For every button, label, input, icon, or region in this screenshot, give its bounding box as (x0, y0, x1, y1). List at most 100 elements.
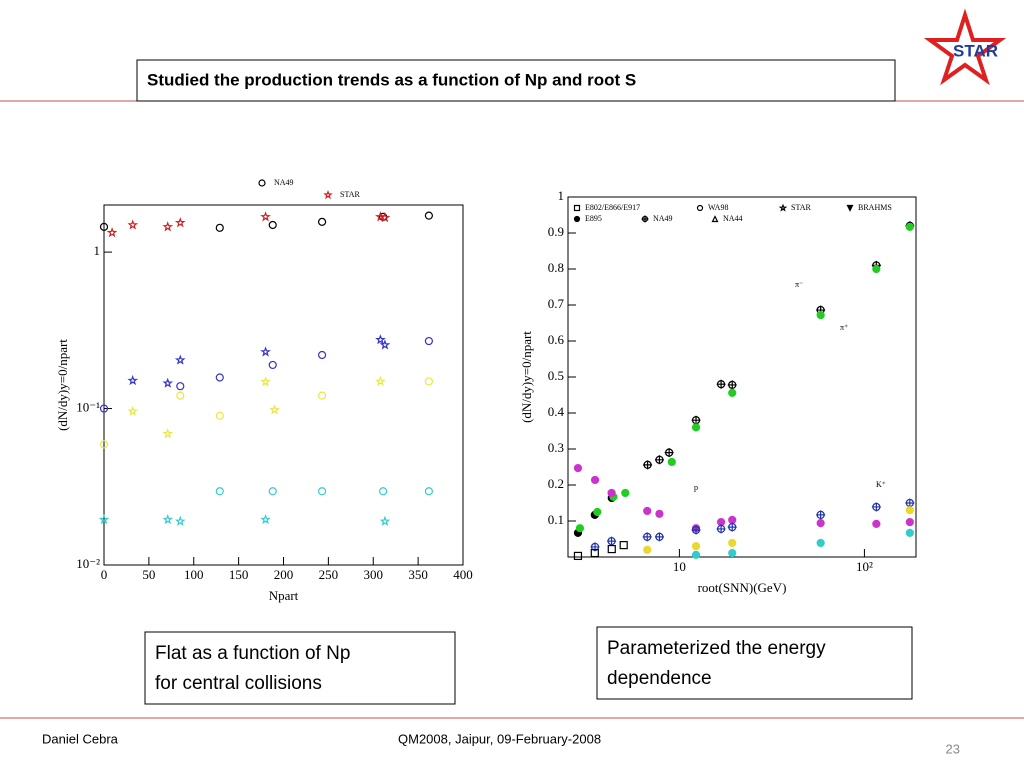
marker (573, 204, 581, 212)
marker (655, 509, 664, 518)
marker (127, 219, 139, 230)
note-box (144, 631, 456, 705)
marker (162, 377, 174, 388)
marker (176, 382, 185, 391)
marker (816, 538, 825, 548)
marker (174, 354, 186, 365)
y-tick-label: 0.1 (548, 512, 564, 527)
marker (905, 528, 914, 537)
marker (424, 377, 433, 386)
marker (778, 203, 788, 212)
x-axis-label: root(SNN)(GeV) (698, 580, 787, 595)
marker (905, 517, 914, 527)
footer-author: Daniel Cebra (42, 731, 119, 746)
marker (258, 179, 266, 187)
marker (905, 222, 914, 231)
marker (716, 379, 726, 389)
y-axis-label: (dN/dy)y=0/npart (55, 339, 70, 431)
marker (846, 204, 854, 212)
marker (268, 487, 277, 496)
marker (424, 487, 433, 496)
marker (619, 541, 628, 550)
legend-label: NA49 (274, 178, 294, 187)
annotation: π⁻ (795, 280, 803, 289)
marker (268, 360, 277, 370)
marker (269, 404, 280, 415)
legend-label: E895 (585, 214, 602, 223)
marker (176, 391, 185, 400)
y-tick-label: 0.3 (548, 440, 564, 455)
marker (643, 460, 653, 470)
marker (260, 514, 271, 525)
marker (106, 227, 118, 238)
marker (260, 211, 271, 222)
x-tick-label: 0 (101, 567, 108, 582)
annotation: p (694, 483, 698, 492)
marker (379, 339, 391, 350)
legend-label: STAR (340, 190, 360, 199)
marker (162, 221, 174, 232)
marker (174, 217, 186, 228)
marker (573, 215, 581, 223)
marker (590, 475, 600, 485)
annotation: π⁺ (840, 323, 848, 332)
note-text: Parameterized the energy dependence (607, 638, 826, 689)
marker (98, 514, 110, 525)
legend-label: STAR (791, 203, 811, 212)
marker (268, 220, 277, 230)
marker (379, 515, 391, 526)
marker (573, 551, 583, 561)
marker (99, 222, 109, 231)
marker (728, 515, 737, 525)
marker (691, 525, 701, 535)
x-tick-label: 250 (319, 567, 339, 582)
logo-star (923, 8, 1007, 86)
marker (590, 548, 599, 558)
y-tick-label: 0.9 (548, 224, 564, 239)
marker (127, 374, 139, 386)
marker (162, 428, 174, 439)
marker (727, 380, 737, 390)
marker (215, 411, 224, 420)
x-axis-label: Npart (269, 588, 299, 603)
marker (424, 336, 433, 346)
marker (654, 455, 664, 465)
marker (871, 502, 881, 512)
marker (654, 532, 664, 542)
marker (607, 544, 616, 554)
marker (691, 423, 701, 432)
marker (379, 211, 391, 223)
y-tick-label: 0.7 (548, 296, 565, 311)
y-tick-label: 0.4 (548, 404, 565, 419)
marker (260, 346, 271, 357)
y-tick-label: 1 (558, 188, 565, 203)
marker (215, 223, 224, 232)
marker (728, 548, 737, 558)
marker (667, 457, 676, 467)
marker (691, 550, 701, 559)
y-tick-label: 1 (94, 243, 101, 258)
marker (375, 334, 386, 345)
marker (728, 388, 737, 397)
marker (727, 522, 737, 532)
legend-label: E802/E866/E917 (585, 203, 640, 212)
x-tick-label: 10 (673, 559, 686, 574)
header-box (136, 59, 896, 102)
marker (99, 440, 109, 449)
note-text: Flat as a function of Np for central coll… (155, 643, 350, 694)
footer-event: QM2008, Jaipur, 09-February-2008 (398, 731, 601, 746)
marker (317, 217, 327, 226)
marker (621, 488, 630, 498)
marker (691, 542, 701, 551)
plot-frame (103, 204, 464, 566)
marker (174, 515, 186, 526)
marker (711, 215, 719, 223)
annotation: K⁺ (876, 480, 886, 489)
marker (317, 487, 327, 496)
x-tick-label: 50 (142, 567, 155, 582)
note-line: dependence (607, 668, 712, 689)
logo-text: STAR (953, 41, 998, 60)
plot-frame (567, 196, 917, 558)
marker (575, 524, 585, 533)
y-tick-label: 0.6 (548, 332, 565, 347)
